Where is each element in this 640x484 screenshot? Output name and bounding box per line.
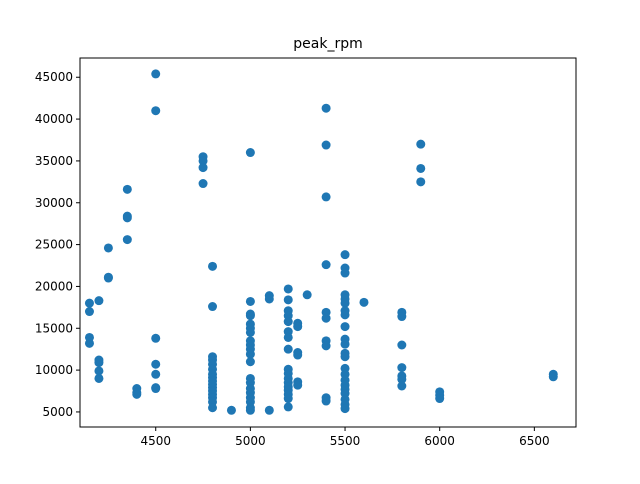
x-tick-label: 4500 <box>140 434 171 448</box>
y-tick-label: 45000 <box>35 70 73 84</box>
data-point <box>293 350 303 360</box>
y-tick-label: 15000 <box>35 321 73 335</box>
data-point <box>340 352 350 362</box>
data-point <box>151 69 161 79</box>
data-point <box>208 302 218 312</box>
data-point <box>283 317 293 327</box>
data-point <box>198 156 208 166</box>
data-point <box>321 103 331 113</box>
data-point <box>94 296 104 306</box>
y-tick-label: 20000 <box>35 279 73 293</box>
data-point <box>84 298 94 308</box>
data-point <box>340 250 350 260</box>
data-point <box>283 295 293 305</box>
data-point <box>397 381 407 391</box>
data-point <box>321 192 331 202</box>
data-point <box>245 405 255 415</box>
data-point <box>122 235 132 245</box>
data-point <box>416 177 426 187</box>
data-point <box>245 296 255 306</box>
data-point <box>132 389 142 399</box>
data-point <box>122 184 132 194</box>
y-tick-label: 5000 <box>42 405 73 419</box>
data-point <box>151 333 161 343</box>
y-tick-label: 30000 <box>35 196 73 210</box>
data-point <box>283 402 293 412</box>
data-point <box>151 369 161 379</box>
data-point <box>151 359 161 369</box>
data-point <box>94 366 104 376</box>
data-point <box>198 163 208 173</box>
data-point <box>340 322 350 332</box>
data-point <box>151 384 161 394</box>
y-tick-label: 25000 <box>35 238 73 252</box>
chart-title: peak_rpm <box>293 36 362 52</box>
data-point <box>151 106 161 116</box>
data-point <box>208 403 218 413</box>
x-tick-label: 6000 <box>424 434 455 448</box>
axis-ticks: 4500 5000 5500 6000 6500 5000 10000 15000 20000 2… <box>35 70 550 448</box>
data-point <box>264 294 274 304</box>
x-tick-label: 5500 <box>330 434 361 448</box>
data-point <box>293 380 303 390</box>
plot-frame <box>79 57 577 428</box>
data-point <box>264 405 274 415</box>
y-tick-label: 40000 <box>35 112 73 126</box>
data-point <box>340 310 350 320</box>
data-point <box>302 290 312 300</box>
y-tick-label: 10000 <box>35 363 73 377</box>
data-point <box>359 297 369 307</box>
y-tick-label: 35000 <box>35 154 73 168</box>
data-point <box>245 148 255 158</box>
x-tick-label: 5000 <box>235 434 266 448</box>
data-point <box>340 298 350 308</box>
data-point <box>416 139 426 149</box>
data-point <box>321 313 331 323</box>
data-point <box>435 394 445 404</box>
data-point <box>84 332 94 342</box>
data-point <box>94 373 104 383</box>
data-point <box>245 327 255 337</box>
data-point <box>103 272 113 282</box>
data-point <box>283 284 293 294</box>
data-point <box>283 394 293 404</box>
data-point <box>416 163 426 173</box>
data-point <box>283 332 293 342</box>
data-point <box>84 307 94 317</box>
data-point <box>103 243 113 253</box>
data-point <box>321 396 331 406</box>
data-point <box>245 311 255 321</box>
data-point <box>340 268 350 278</box>
data-point <box>198 179 208 189</box>
data-point <box>397 312 407 322</box>
data-point <box>397 363 407 373</box>
data-point <box>283 344 293 354</box>
data-point <box>226 405 236 415</box>
data-point <box>94 358 104 368</box>
data-point <box>397 340 407 350</box>
data-point <box>122 211 132 221</box>
data-point <box>340 339 350 349</box>
data-point <box>208 261 218 271</box>
data-point <box>548 372 558 382</box>
data-point <box>321 341 331 351</box>
data-point <box>293 322 303 332</box>
data-points <box>84 69 558 415</box>
data-point <box>397 374 407 384</box>
data-point <box>245 357 255 367</box>
data-point <box>245 349 255 359</box>
data-point <box>321 260 331 270</box>
data-point <box>321 140 331 150</box>
data-point <box>340 404 350 414</box>
x-tick-label: 6500 <box>519 434 550 448</box>
